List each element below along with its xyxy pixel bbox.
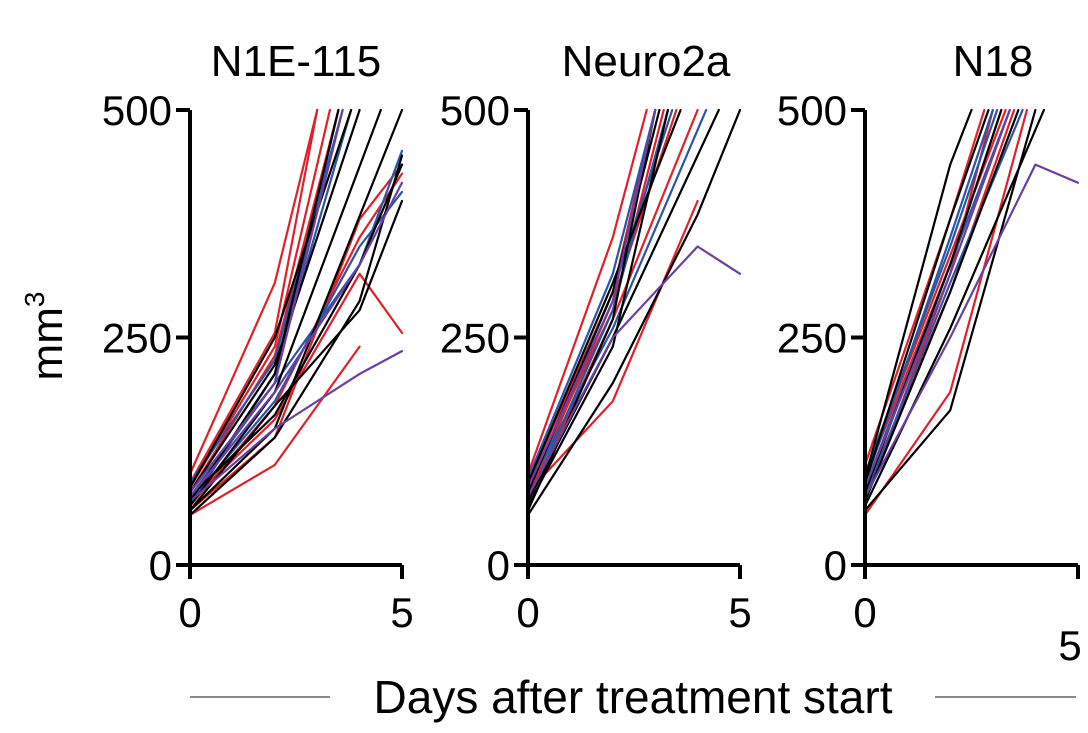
series-line-red-1 (526, 199, 699, 494)
x-tick-label: 0 (853, 589, 876, 636)
y-tick-label: 500 (102, 87, 172, 134)
series-group (526, 108, 742, 517)
panel-n1e-115: N1E-115 0 250 500 0 5 (102, 37, 414, 636)
panel-n18: N18 0 250 500 0 5 (777, 37, 1082, 669)
series-group (863, 108, 1080, 517)
y-tick-label: 0 (487, 542, 510, 589)
series-line-blue-8 (863, 108, 1024, 498)
series-line-black-11 (863, 108, 1037, 512)
series-line-black-15 (863, 108, 990, 485)
series-line-black-15 (188, 199, 404, 512)
series-line-black-14 (863, 108, 1046, 507)
x-tick-label: 5 (1058, 622, 1081, 669)
series-line-purple-17 (526, 108, 657, 489)
series-line-black-11 (526, 108, 742, 517)
series-line-black-15 (526, 108, 670, 507)
panel-neuro2a: Neuro2a 0 250 500 0 5 (440, 37, 752, 636)
series-line-purple-23 (188, 181, 404, 498)
series-line-black-12 (526, 108, 682, 485)
x-tick-label: 0 (516, 589, 539, 636)
y-tick-label: 500 (440, 87, 510, 134)
panel-title: N1E-115 (211, 37, 381, 86)
series-line-red-4 (188, 272, 404, 503)
series-line-black-10 (863, 108, 973, 480)
series-group (188, 108, 404, 517)
y-tick-label: 250 (440, 315, 510, 362)
series-line-red-0 (526, 108, 648, 476)
series-line-red-0 (188, 108, 319, 476)
series-line-blue-9 (526, 108, 670, 503)
series-line-red-2 (188, 345, 361, 517)
y-tick-label: 250 (102, 315, 172, 362)
series-line-blue-12 (188, 108, 344, 485)
series-line-black-20 (188, 154, 404, 517)
series-line-purple-22 (188, 108, 344, 494)
series-line-red-4 (863, 108, 1029, 517)
x-tick-label: 5 (728, 589, 751, 636)
series-line-black-13 (188, 108, 353, 489)
series-line-red-5 (188, 108, 340, 494)
y-axis-label-text: mm (23, 307, 72, 380)
y-tick-label: 0 (149, 542, 172, 589)
y-tick-label: 250 (777, 315, 847, 362)
x-axis-label: Days after treatment start (374, 671, 893, 723)
series-line-blue-8 (526, 108, 708, 489)
series-line-purple-17 (863, 108, 1011, 489)
series-line-black-17 (188, 108, 340, 503)
series-line-purple-21 (188, 350, 404, 503)
panel-title: N18 (953, 37, 1034, 86)
y-axis-label-superscript: 3 (19, 292, 50, 308)
y-axis-label: mm3 (19, 292, 72, 381)
series-line-blue-6 (526, 108, 657, 480)
x-tick-label: 5 (390, 589, 413, 636)
series-line-red-1 (188, 108, 319, 485)
series-line-purple-16 (863, 163, 1080, 498)
series-line-black-13 (863, 108, 1020, 503)
x-tick-label: 0 (178, 589, 201, 636)
series-line-purple-16 (526, 245, 742, 498)
y-tick-label: 0 (824, 542, 847, 589)
y-tick-label: 500 (777, 87, 847, 134)
series-line-black-14 (188, 163, 404, 498)
panel-title: Neuro2a (562, 37, 731, 86)
series-line-black-16 (188, 108, 361, 494)
